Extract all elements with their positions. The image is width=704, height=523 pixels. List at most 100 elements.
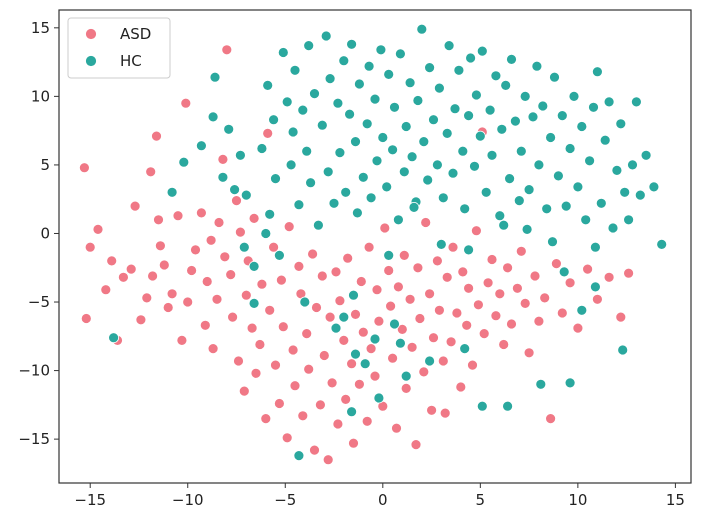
x-tick-label: −10 (172, 491, 204, 509)
point-asd (461, 319, 473, 331)
point-hc (447, 167, 459, 179)
point-asd (281, 432, 293, 444)
point-hc (506, 54, 517, 65)
point-hc (262, 80, 274, 91)
point-asd (221, 44, 233, 56)
point-hc (346, 38, 358, 50)
point-hc (338, 311, 350, 323)
legend-box (67, 17, 171, 79)
point-hc (350, 136, 361, 148)
point-hc (476, 45, 488, 57)
point-asd (428, 332, 439, 344)
point-hc (389, 318, 400, 330)
point-asd (623, 267, 634, 279)
point-hc (592, 66, 603, 78)
point-hc (264, 208, 276, 220)
point-hc (412, 95, 424, 106)
point-asd (92, 223, 104, 235)
point-hc (437, 192, 449, 204)
point-hc (443, 40, 455, 51)
point-asd (182, 296, 194, 308)
point-asd (246, 322, 258, 334)
point-hc (408, 201, 420, 213)
point-asd (273, 398, 285, 409)
point-hc (549, 71, 560, 83)
point-hc (463, 244, 475, 256)
point-asd (254, 339, 266, 350)
point-asd (369, 370, 381, 382)
point-hc (293, 450, 305, 462)
point-hc (207, 111, 219, 123)
point-asd (256, 278, 268, 290)
point-asd (592, 293, 603, 305)
point-hc (424, 62, 436, 73)
point-hc (166, 186, 178, 198)
point-asd (248, 212, 260, 224)
point-asd (79, 162, 90, 174)
legend: ASD HC (67, 17, 171, 79)
point-hc (340, 186, 352, 198)
point-hc (287, 126, 299, 138)
point-asd (486, 254, 498, 265)
point-asd (414, 313, 426, 324)
point-hc (535, 378, 547, 390)
point-asd (355, 276, 367, 287)
point-hc (449, 103, 461, 115)
point-asd (572, 322, 584, 334)
point-hc (484, 104, 496, 116)
point-hc (346, 406, 358, 418)
point-asd (467, 359, 478, 371)
point-asd (186, 265, 198, 276)
point-hc (519, 91, 531, 102)
point-asd (348, 437, 359, 449)
point-asd (494, 288, 506, 300)
point-hc (320, 30, 332, 42)
point-hc (486, 149, 498, 161)
point-hc (500, 80, 512, 91)
point-hc (523, 184, 535, 196)
point-hc (371, 155, 383, 167)
x-tick-label: −15 (74, 491, 106, 509)
point-hc (603, 96, 615, 108)
point-hc (316, 119, 328, 131)
point-hc (627, 159, 638, 171)
point-hc (348, 289, 359, 301)
point-hc (303, 40, 315, 51)
point-asd (365, 343, 377, 355)
point-hc (476, 400, 488, 412)
point-hc (513, 195, 525, 207)
point-asd (445, 336, 457, 348)
point-hc (588, 101, 599, 113)
point-asd (556, 307, 568, 319)
x-tick-label: 5 (476, 491, 486, 509)
point-hc (256, 143, 268, 154)
point-hc (400, 370, 412, 382)
point-asd (262, 127, 274, 139)
point-hc (568, 91, 580, 102)
point-hc (634, 189, 646, 201)
point-hc (545, 132, 556, 143)
point-asd (225, 269, 237, 281)
point-hc (459, 203, 471, 215)
y-tick-label: 0 (40, 224, 50, 242)
point-hc (338, 55, 350, 67)
point-hc (599, 134, 611, 146)
point-hc (428, 114, 439, 126)
point-asd (154, 240, 166, 252)
x-tick-label: 15 (666, 491, 685, 509)
point-hc (560, 200, 572, 212)
point-asd (391, 422, 402, 434)
point-asd (363, 241, 375, 253)
point-asd (455, 381, 467, 393)
point-hc (418, 136, 430, 148)
point-asd (482, 277, 494, 289)
point-asd (190, 244, 201, 256)
point-hc (334, 147, 346, 159)
point-asd (199, 319, 211, 331)
point-hc (359, 358, 371, 370)
legend-label-hc: HC (120, 52, 142, 70)
legend-label-asd: ASD (120, 25, 151, 43)
point-hc (474, 130, 486, 142)
point-hc (394, 48, 406, 60)
point-asd (162, 302, 174, 313)
